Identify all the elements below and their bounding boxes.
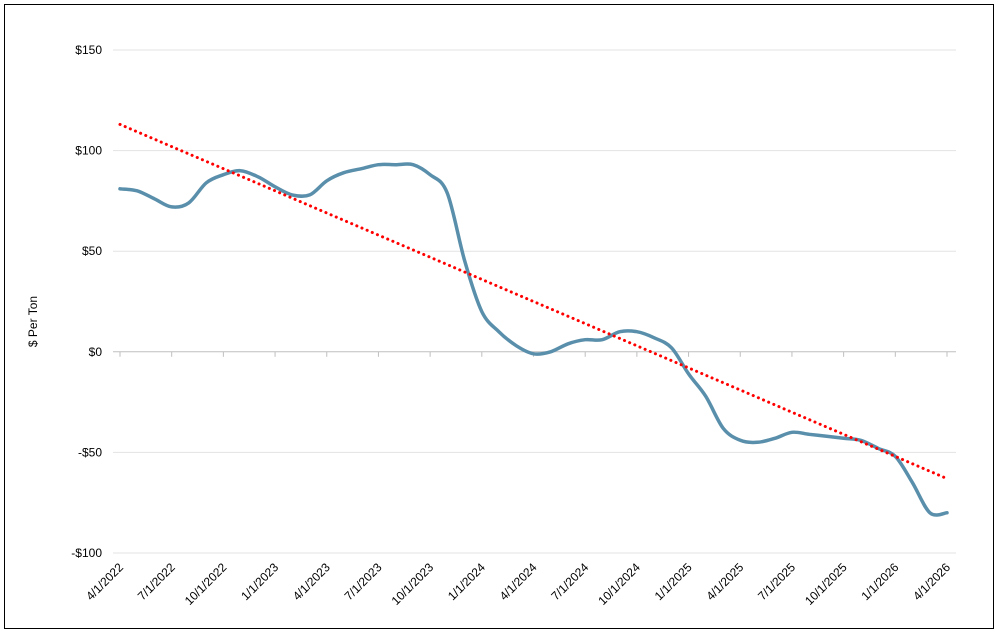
- y-tick-label: $150: [75, 43, 102, 57]
- x-tick-label: 1/1/2026: [858, 560, 901, 603]
- y-tick-label: $0: [89, 345, 103, 359]
- x-tick-label: 10/1/2025: [802, 560, 850, 608]
- chart-frame: [4, 4, 994, 629]
- trend-line: [118, 122, 949, 481]
- x-tick-label: 4/1/2024: [497, 560, 540, 603]
- y-tick-label: $100: [75, 144, 102, 158]
- x-tick-label: 7/1/2025: [755, 560, 798, 603]
- x-tick-label: 10/1/2023: [389, 560, 437, 608]
- series-line: [118, 162, 949, 517]
- series-group: [118, 122, 949, 517]
- x-tick-label: 4/1/2022: [83, 560, 126, 603]
- x-tick-label: 7/1/2023: [342, 560, 385, 603]
- x-tick-label: 1/1/2023: [238, 560, 281, 603]
- y-tick-label: $50: [82, 244, 102, 258]
- x-tick-label: 1/1/2024: [445, 560, 488, 603]
- x-tick-label: 4/1/2025: [703, 560, 746, 603]
- y-tick-label: -$50: [78, 445, 102, 459]
- x-axis-ticks: 4/1/2022 7/1/2022 10/1/2022 1/1/2023 4/1/202…: [83, 351, 953, 608]
- x-tick-label: 10/1/2024: [595, 560, 643, 608]
- gridlines: [113, 49, 956, 554]
- x-tick-label: 1/1/2025: [652, 560, 695, 603]
- x-tick-label: 4/1/2023: [290, 560, 333, 603]
- x-tick-label: 7/1/2024: [548, 560, 591, 603]
- x-tick-label: 7/1/2022: [135, 560, 178, 603]
- y-axis-label: $ Per Ton: [26, 296, 40, 347]
- x-tick-label: 10/1/2022: [182, 560, 230, 608]
- y-tick-label: -$100: [71, 546, 102, 560]
- y-axis-ticks: $150 $100 $50 $0 -$50 -$100: [71, 43, 102, 560]
- x-tick-label: 4/1/2026: [910, 560, 953, 603]
